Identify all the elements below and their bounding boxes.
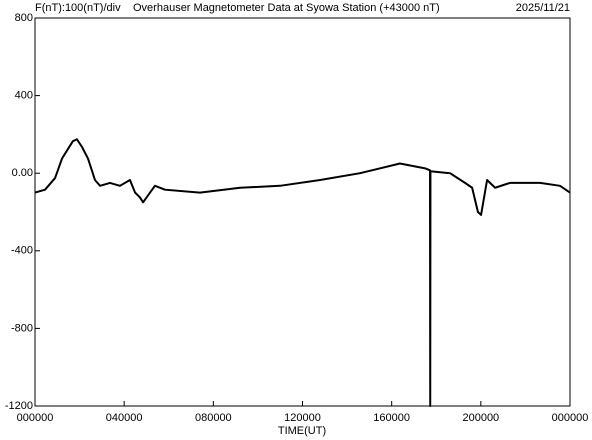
x-axis-label: TIME(UT)	[278, 425, 326, 437]
x-tick-label: 040000	[106, 412, 143, 424]
x-tick-label: 120000	[284, 412, 321, 424]
x-tick-label: 160000	[373, 412, 410, 424]
x-tick-label: 080000	[195, 412, 232, 424]
plot-frame	[34, 17, 571, 407]
y-tick-label: -800	[11, 322, 33, 334]
x-tick-label: 200000	[462, 412, 499, 424]
x-tick-label: 000000	[552, 412, 589, 424]
chart-title: Overhauser Magnetometer Data at Syowa St…	[133, 2, 440, 14]
y-tick-label: 800	[15, 12, 33, 24]
y-tick-label: -400	[11, 245, 33, 257]
date: 2025/11/21	[516, 2, 570, 14]
data-line	[34, 138, 571, 407]
y-scale-label: F(nT):100(nT)/div	[35, 2, 121, 14]
y-tick-label: 0.00	[12, 167, 33, 179]
y-tick-label: 400	[15, 90, 33, 102]
x-tick-label: 000000	[17, 412, 54, 424]
y-tick-label: -1200	[5, 400, 33, 412]
